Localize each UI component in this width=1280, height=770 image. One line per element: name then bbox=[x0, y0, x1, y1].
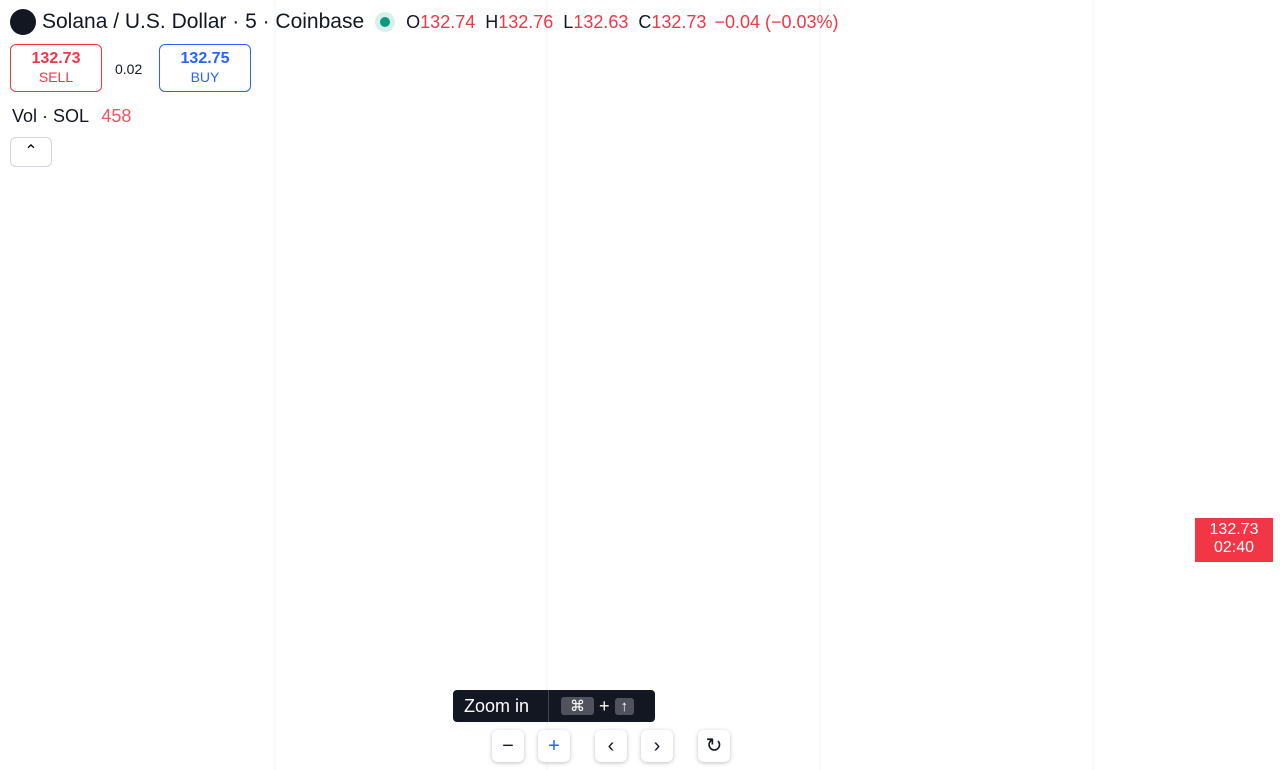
buy-price: 132.75 bbox=[180, 50, 230, 67]
zoom-out[interactable]: − bbox=[492, 730, 524, 762]
countdown: 02:40 bbox=[1213, 539, 1255, 556]
sell-button[interactable]: 132.73 SELL bbox=[10, 44, 102, 92]
reset[interactable]: ↻ bbox=[698, 730, 730, 762]
zoom-in[interactable]: + bbox=[538, 730, 570, 762]
ohlc-value: 132.76 bbox=[498, 11, 554, 32]
last-price: 132.73 bbox=[1209, 521, 1259, 538]
buy-label: BUY bbox=[190, 69, 220, 85]
time-grid bbox=[274, 0, 1094, 770]
collapse-button[interactable]: ⌃ bbox=[10, 137, 52, 167]
ohlc-value: 132.63 bbox=[573, 11, 629, 32]
ohlc: O132.74 H132.76 L132.63 C132.73 bbox=[406, 12, 706, 33]
volume-value: 458 bbox=[101, 106, 132, 126]
price-label: 132.73 02:40 bbox=[1195, 518, 1273, 562]
symbol-bar: Solana / U.S. Dollar · 5 · Coinbase O132… bbox=[10, 9, 839, 35]
sell-label: SELL bbox=[38, 69, 74, 85]
ohlc-value: 132.73 bbox=[651, 11, 707, 32]
key: ⌘ bbox=[561, 697, 594, 715]
key: ↑ bbox=[614, 697, 635, 715]
symbol: Solana / U.S. Dollar · 5 · Coinbase bbox=[42, 10, 365, 33]
volume-label: Vol · SOL bbox=[12, 106, 89, 126]
ohlc-key: H bbox=[485, 11, 499, 32]
scroll-left[interactable]: ‹ bbox=[595, 730, 627, 762]
buy-button[interactable]: 132.75 BUY bbox=[159, 44, 251, 92]
symbol-icon bbox=[10, 9, 36, 35]
ohlc-key: C bbox=[638, 11, 652, 32]
tooltip-text: Zoom in bbox=[464, 695, 530, 716]
sell-price: 132.73 bbox=[31, 50, 81, 67]
tooltip: Zoom in ⌘ + ↑ bbox=[453, 690, 655, 722]
ohlc-key: L bbox=[563, 11, 574, 32]
key: + bbox=[599, 695, 610, 716]
change: −0.04 (−0.03%) bbox=[714, 11, 839, 32]
ohlc-key: O bbox=[406, 11, 421, 32]
spread: 0.02 bbox=[115, 61, 143, 77]
volume-legend: Vol · SOL 458 bbox=[12, 106, 131, 127]
ohlc-value: 132.74 bbox=[420, 11, 476, 32]
market-status bbox=[380, 17, 391, 27]
scroll-right[interactable]: › bbox=[641, 730, 673, 762]
